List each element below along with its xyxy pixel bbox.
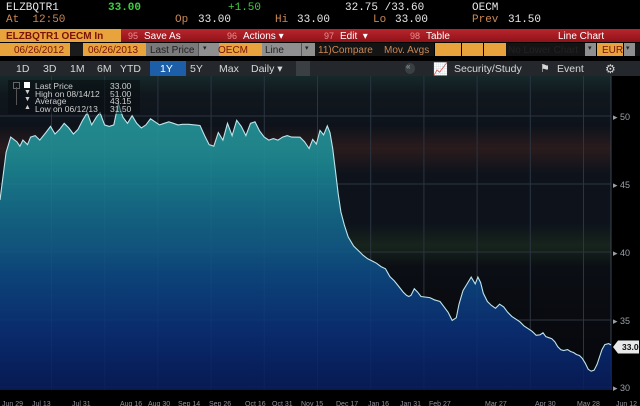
- svg-text:33.00: 33.00: [622, 342, 640, 352]
